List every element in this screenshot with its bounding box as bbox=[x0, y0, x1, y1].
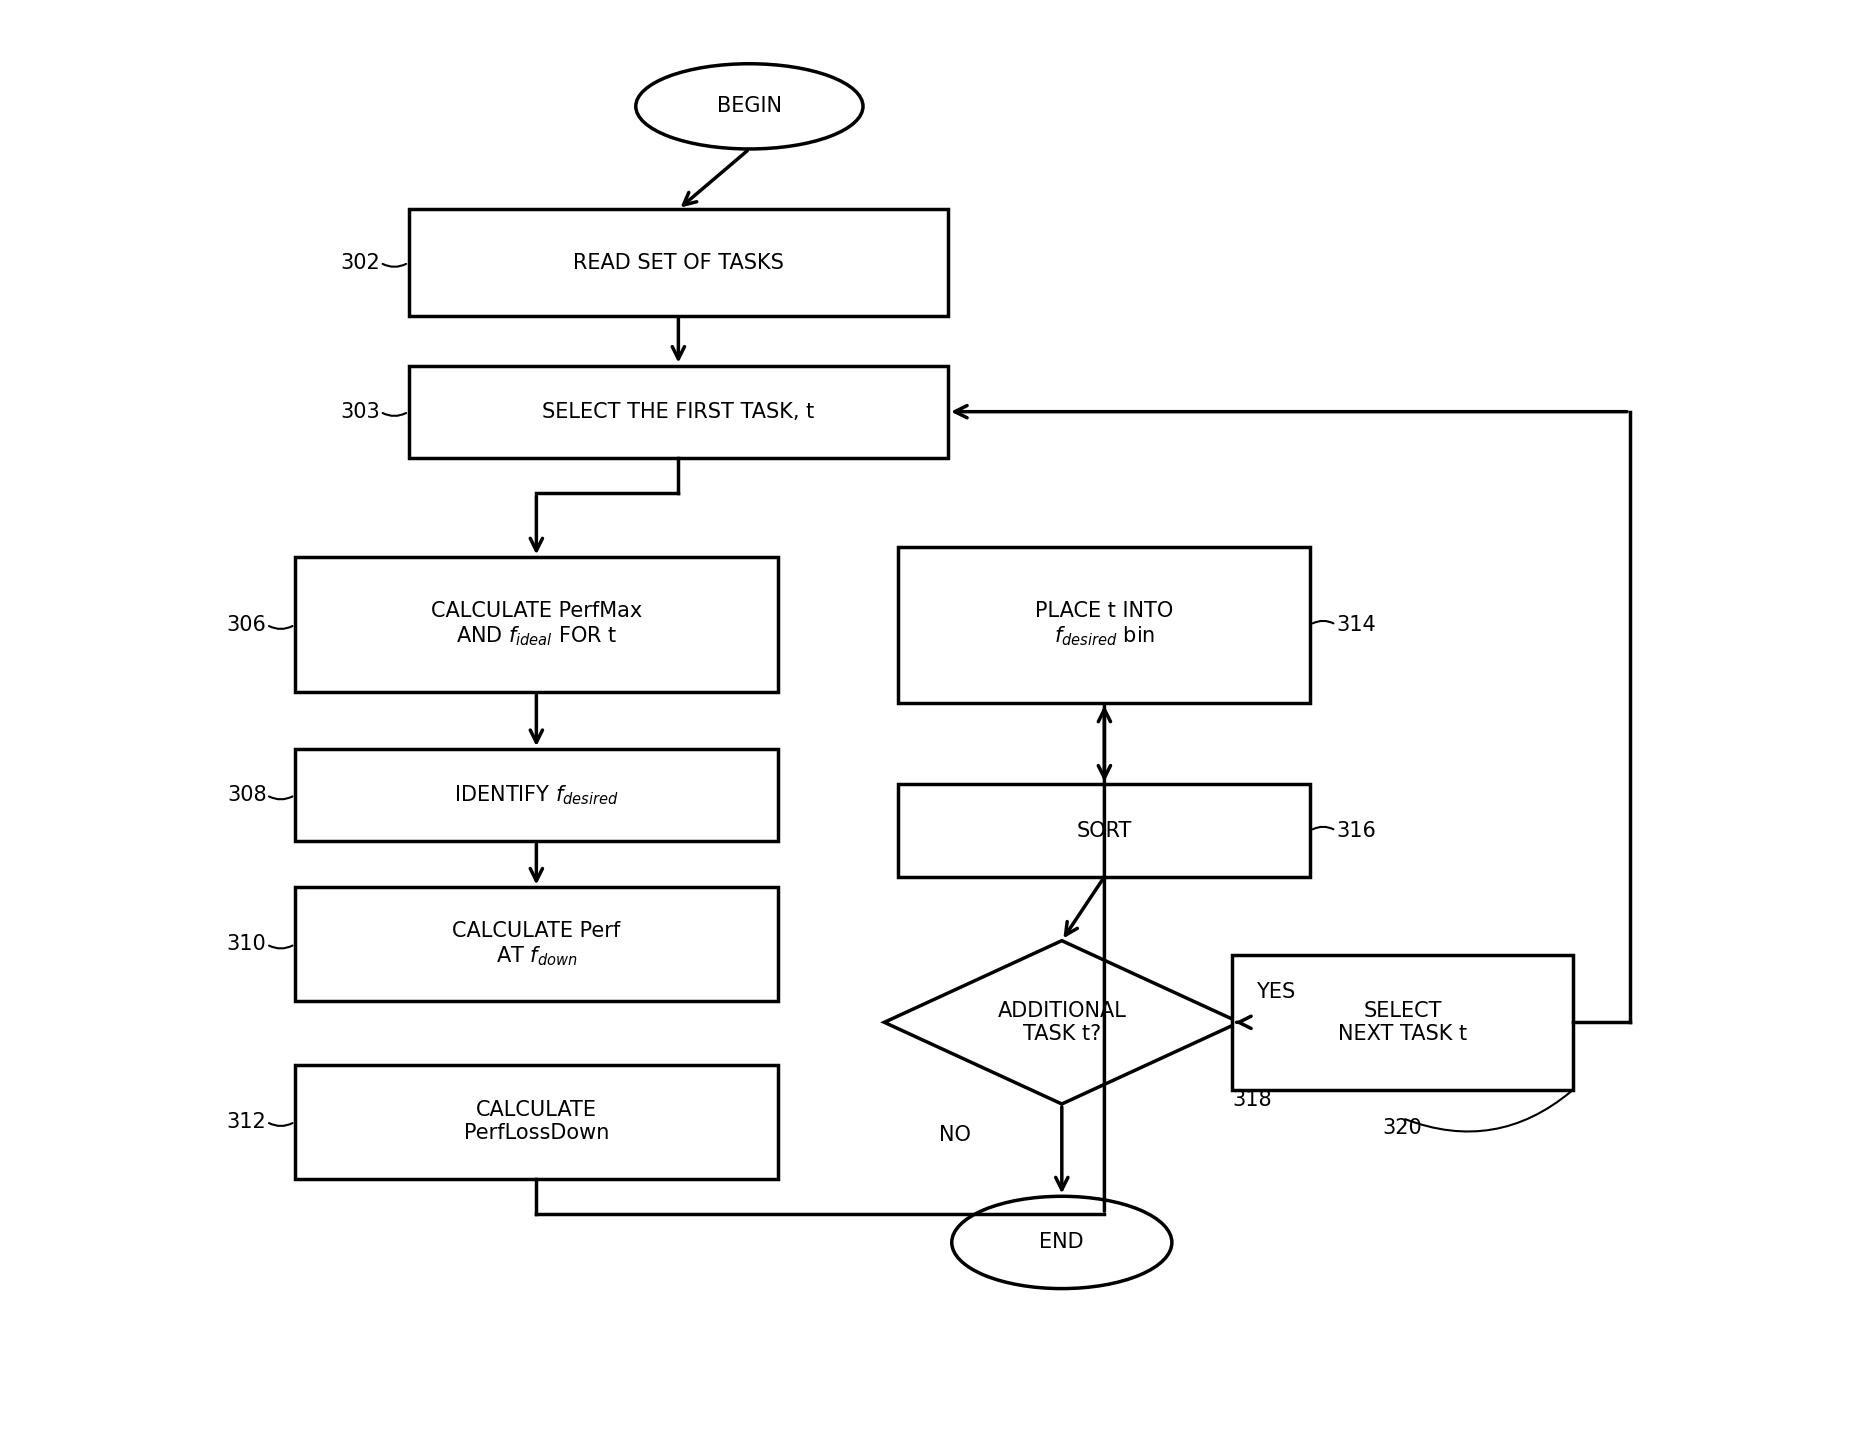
FancyBboxPatch shape bbox=[1233, 955, 1573, 1090]
FancyBboxPatch shape bbox=[899, 784, 1309, 876]
Text: END: END bbox=[1039, 1232, 1083, 1252]
Text: 312: 312 bbox=[226, 1111, 267, 1131]
Text: YES: YES bbox=[1257, 982, 1296, 1002]
Text: 306: 306 bbox=[226, 615, 267, 635]
Text: 310: 310 bbox=[226, 934, 267, 954]
Text: CALCULATE
PerfLossDown: CALCULATE PerfLossDown bbox=[463, 1100, 609, 1143]
FancyBboxPatch shape bbox=[899, 546, 1309, 703]
Text: SELECT THE FIRST TASK, t: SELECT THE FIRST TASK, t bbox=[542, 402, 814, 422]
FancyBboxPatch shape bbox=[295, 888, 777, 1001]
FancyBboxPatch shape bbox=[295, 558, 777, 693]
Text: CALCULATE PerfMax
AND $f_{ideal}$ FOR t: CALCULATE PerfMax AND $f_{ideal}$ FOR t bbox=[432, 601, 643, 648]
Ellipse shape bbox=[635, 63, 863, 149]
Text: 302: 302 bbox=[340, 252, 381, 272]
Text: SELECT
NEXT TASK t: SELECT NEXT TASK t bbox=[1337, 1001, 1466, 1044]
Text: 320: 320 bbox=[1382, 1119, 1423, 1139]
Text: IDENTIFY $f_{desired}$: IDENTIFY $f_{desired}$ bbox=[454, 783, 618, 807]
Text: BEGIN: BEGIN bbox=[717, 96, 783, 116]
Text: PLACE t INTO
$f_{desired}$ bin: PLACE t INTO $f_{desired}$ bin bbox=[1035, 601, 1173, 648]
FancyBboxPatch shape bbox=[409, 366, 949, 457]
FancyBboxPatch shape bbox=[409, 209, 949, 315]
Text: 318: 318 bbox=[1233, 1090, 1272, 1110]
Ellipse shape bbox=[953, 1196, 1171, 1289]
Text: NO: NO bbox=[940, 1126, 971, 1146]
Text: READ SET OF TASKS: READ SET OF TASKS bbox=[573, 252, 785, 272]
Text: 303: 303 bbox=[340, 402, 381, 422]
Text: SORT: SORT bbox=[1076, 820, 1132, 840]
Text: 314: 314 bbox=[1336, 615, 1375, 635]
Polygon shape bbox=[884, 941, 1238, 1104]
Text: CALCULATE Perf
AT $f_{down}$: CALCULATE Perf AT $f_{down}$ bbox=[452, 921, 620, 968]
Text: 308: 308 bbox=[226, 784, 267, 804]
FancyBboxPatch shape bbox=[295, 749, 777, 842]
Text: ADDITIONAL
TASK t?: ADDITIONAL TASK t? bbox=[998, 1001, 1126, 1044]
FancyBboxPatch shape bbox=[295, 1065, 777, 1179]
Text: 316: 316 bbox=[1336, 820, 1375, 840]
